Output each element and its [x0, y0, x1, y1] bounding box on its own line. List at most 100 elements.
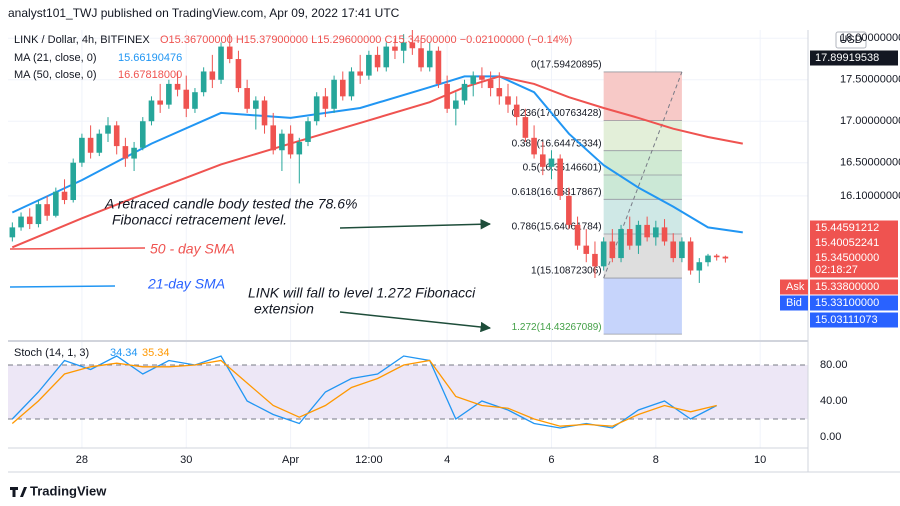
candle-body [609, 241, 616, 259]
candle-body [679, 241, 685, 259]
candle-body [322, 96, 329, 109]
stoch-k-value: 34.34 [110, 347, 138, 359]
ma21-value: 15.66190476 [118, 52, 182, 64]
stoch-tick-label: 40.00 [820, 395, 848, 407]
candle-body [331, 79, 337, 109]
y-tick-label: 17.50000000 [840, 74, 900, 86]
price-marker [810, 220, 898, 236]
stoch-line [11, 359, 717, 427]
candle-body [618, 229, 624, 259]
fib-label: 0.236(17.00763428) [512, 108, 602, 119]
candle-body [339, 79, 346, 97]
stoch-band [8, 365, 808, 420]
candle-body [9, 227, 16, 238]
fib-label: 0(17.59420895) [531, 60, 602, 71]
candle-body [244, 88, 250, 109]
price-marker [810, 262, 898, 278]
candle-body [653, 227, 659, 238]
candle-body [226, 46, 233, 60]
annotation: Fibonacci retracement level. [112, 212, 287, 228]
candle-body [644, 224, 650, 238]
candle-body [687, 241, 694, 271]
price-marker-label: 15.44591212 [815, 222, 879, 234]
candle-body [183, 89, 190, 109]
price-marker-label: 02:18:27 [815, 264, 858, 276]
fib-zone [603, 120, 682, 151]
x-tick-label: 12:00 [355, 454, 383, 466]
ohlc-legend: O15.36700000 H15.37900000 L15.29600000 C… [160, 34, 572, 46]
candle-body [392, 46, 398, 51]
x-tick-label: 30 [180, 454, 192, 466]
candle-body [713, 255, 720, 258]
candle-body [513, 104, 520, 118]
candle-body [574, 224, 581, 246]
fib-label: 0.786(15.64061784) [512, 222, 602, 233]
candle-body [287, 133, 294, 155]
candle-body [661, 227, 668, 242]
candle-body [635, 224, 642, 246]
candle-body [366, 54, 372, 76]
price-marker-label: 15.33100000 [815, 297, 879, 309]
candle-body [105, 125, 111, 134]
candle-body [261, 100, 268, 126]
price-marker-label: 15.34500000 [815, 252, 879, 264]
annotation: 21-day SMA [147, 276, 225, 292]
annotation: LINK will fall to level 1.272 Fibonacci [248, 285, 476, 301]
candle-body [383, 46, 390, 68]
x-tick-label: 4 [444, 454, 450, 466]
price-marker [810, 50, 898, 66]
candle-body [35, 204, 42, 225]
price-marker-tag [780, 295, 808, 311]
currency[interactable]: USD [839, 34, 862, 46]
candle-body [409, 42, 416, 49]
price-marker [810, 250, 898, 266]
candle-body [548, 158, 555, 167]
candle-body [270, 125, 277, 151]
fib-zone [603, 175, 682, 200]
candle-body [70, 162, 77, 201]
candle-body [461, 83, 468, 101]
candle-body [479, 75, 485, 80]
fib-trend-line [603, 71, 683, 279]
candle-body [453, 100, 459, 109]
fib-label: 1.272(14.43267089) [512, 322, 602, 333]
ma50-legend: MA (50, close, 0) [14, 69, 97, 81]
candle-body [583, 245, 590, 254]
price-marker-tag-label: Ask [786, 281, 805, 293]
candle-body [505, 96, 511, 105]
currency-box[interactable] [835, 31, 867, 49]
candle-body [96, 133, 103, 153]
candle-body [496, 88, 503, 97]
x-tick-label: 6 [548, 454, 554, 466]
annotation: A retraced candle body tested the 78.6% [104, 196, 357, 212]
x-tick-label: 8 [653, 454, 659, 466]
candle-body [531, 137, 537, 155]
candle-body [592, 253, 598, 267]
price-marker [810, 279, 898, 295]
arrow [339, 219, 492, 230]
candle-body [426, 50, 433, 68]
candle-body [357, 71, 363, 76]
y-tick-label: 18.00000000 [840, 32, 900, 44]
candle-body [166, 83, 172, 105]
candle-body [566, 195, 572, 225]
price-marker-label: 15.33800000 [815, 281, 879, 293]
candle-body [539, 154, 546, 167]
candle-body [600, 241, 607, 267]
candle-body [722, 256, 729, 259]
x-tick-label: 28 [76, 454, 88, 466]
fib-label: 1(15.10872306) [531, 266, 602, 277]
candle-body [61, 191, 68, 201]
price-marker [810, 235, 898, 251]
candle-body [444, 83, 450, 109]
y-tick-label: 16.10000000 [840, 190, 900, 202]
price-marker-label: 15.40052241 [815, 237, 879, 249]
candle-body [122, 146, 129, 159]
candle-body [87, 137, 94, 153]
candle-body [200, 71, 207, 93]
x-tick-label: Apr [282, 454, 299, 466]
candle-body [157, 100, 163, 105]
candle-body [79, 137, 85, 163]
price-marker [810, 312, 898, 328]
